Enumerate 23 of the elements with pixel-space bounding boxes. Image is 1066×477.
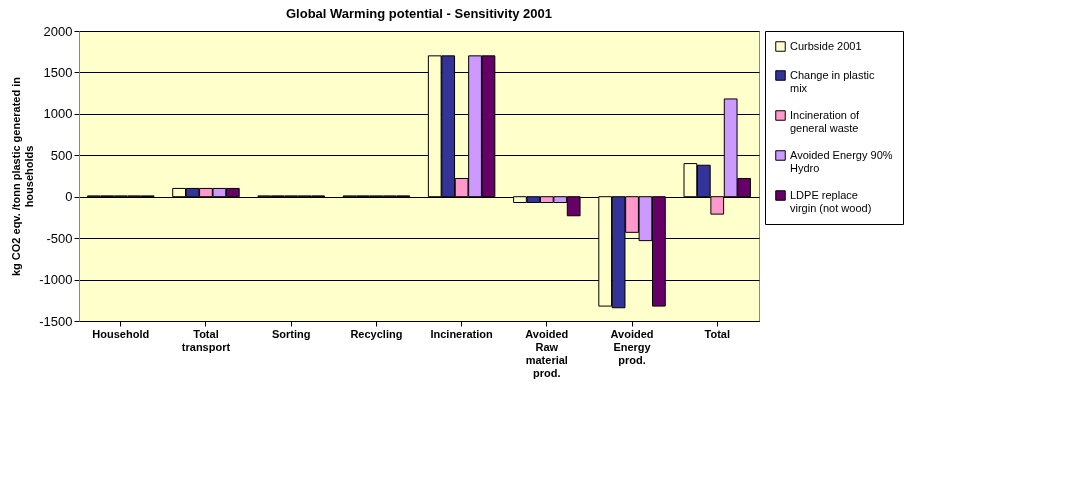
x-tick-label: Total transport [181, 327, 231, 353]
x-tick-label: Incineration [430, 327, 494, 340]
chart-title: Global Warming potential - Sensitivity 2001 [285, 6, 553, 21]
x-tick-label: Avoided Energy prod. [610, 327, 654, 366]
y-tick-label: -500 [46, 230, 73, 246]
y-tick-label: 1500 [43, 64, 73, 80]
x-tick-label: Total [704, 327, 730, 340]
legend-label: Change in plastic mix [790, 68, 875, 94]
y-tick-label: 0 [65, 189, 73, 205]
y-axis-title: kg CO2 eqv. /tonn plastic generated in households [10, 76, 36, 277]
y-tick-label: -1000 [39, 272, 73, 288]
y-tick-label: 500 [50, 147, 73, 163]
x-tick-label: Avoided Raw material prod. [525, 327, 569, 379]
x-tick-label: Sorting [271, 327, 311, 340]
x-tick-label: Recycling [350, 327, 403, 340]
y-tick-label: 1000 [43, 106, 73, 122]
legend-label: Avoided Energy 90% Hydro [790, 148, 893, 174]
legend-label: LDPE replace virgin (not wood) [790, 188, 872, 214]
y-tick-label: -1500 [39, 313, 73, 329]
x-tick-label: Household [92, 327, 150, 340]
y-tick-label: 2000 [43, 23, 73, 39]
legend-label: Incineration of general waste [790, 108, 861, 134]
legend-label: Curbside 2001 [790, 39, 862, 52]
